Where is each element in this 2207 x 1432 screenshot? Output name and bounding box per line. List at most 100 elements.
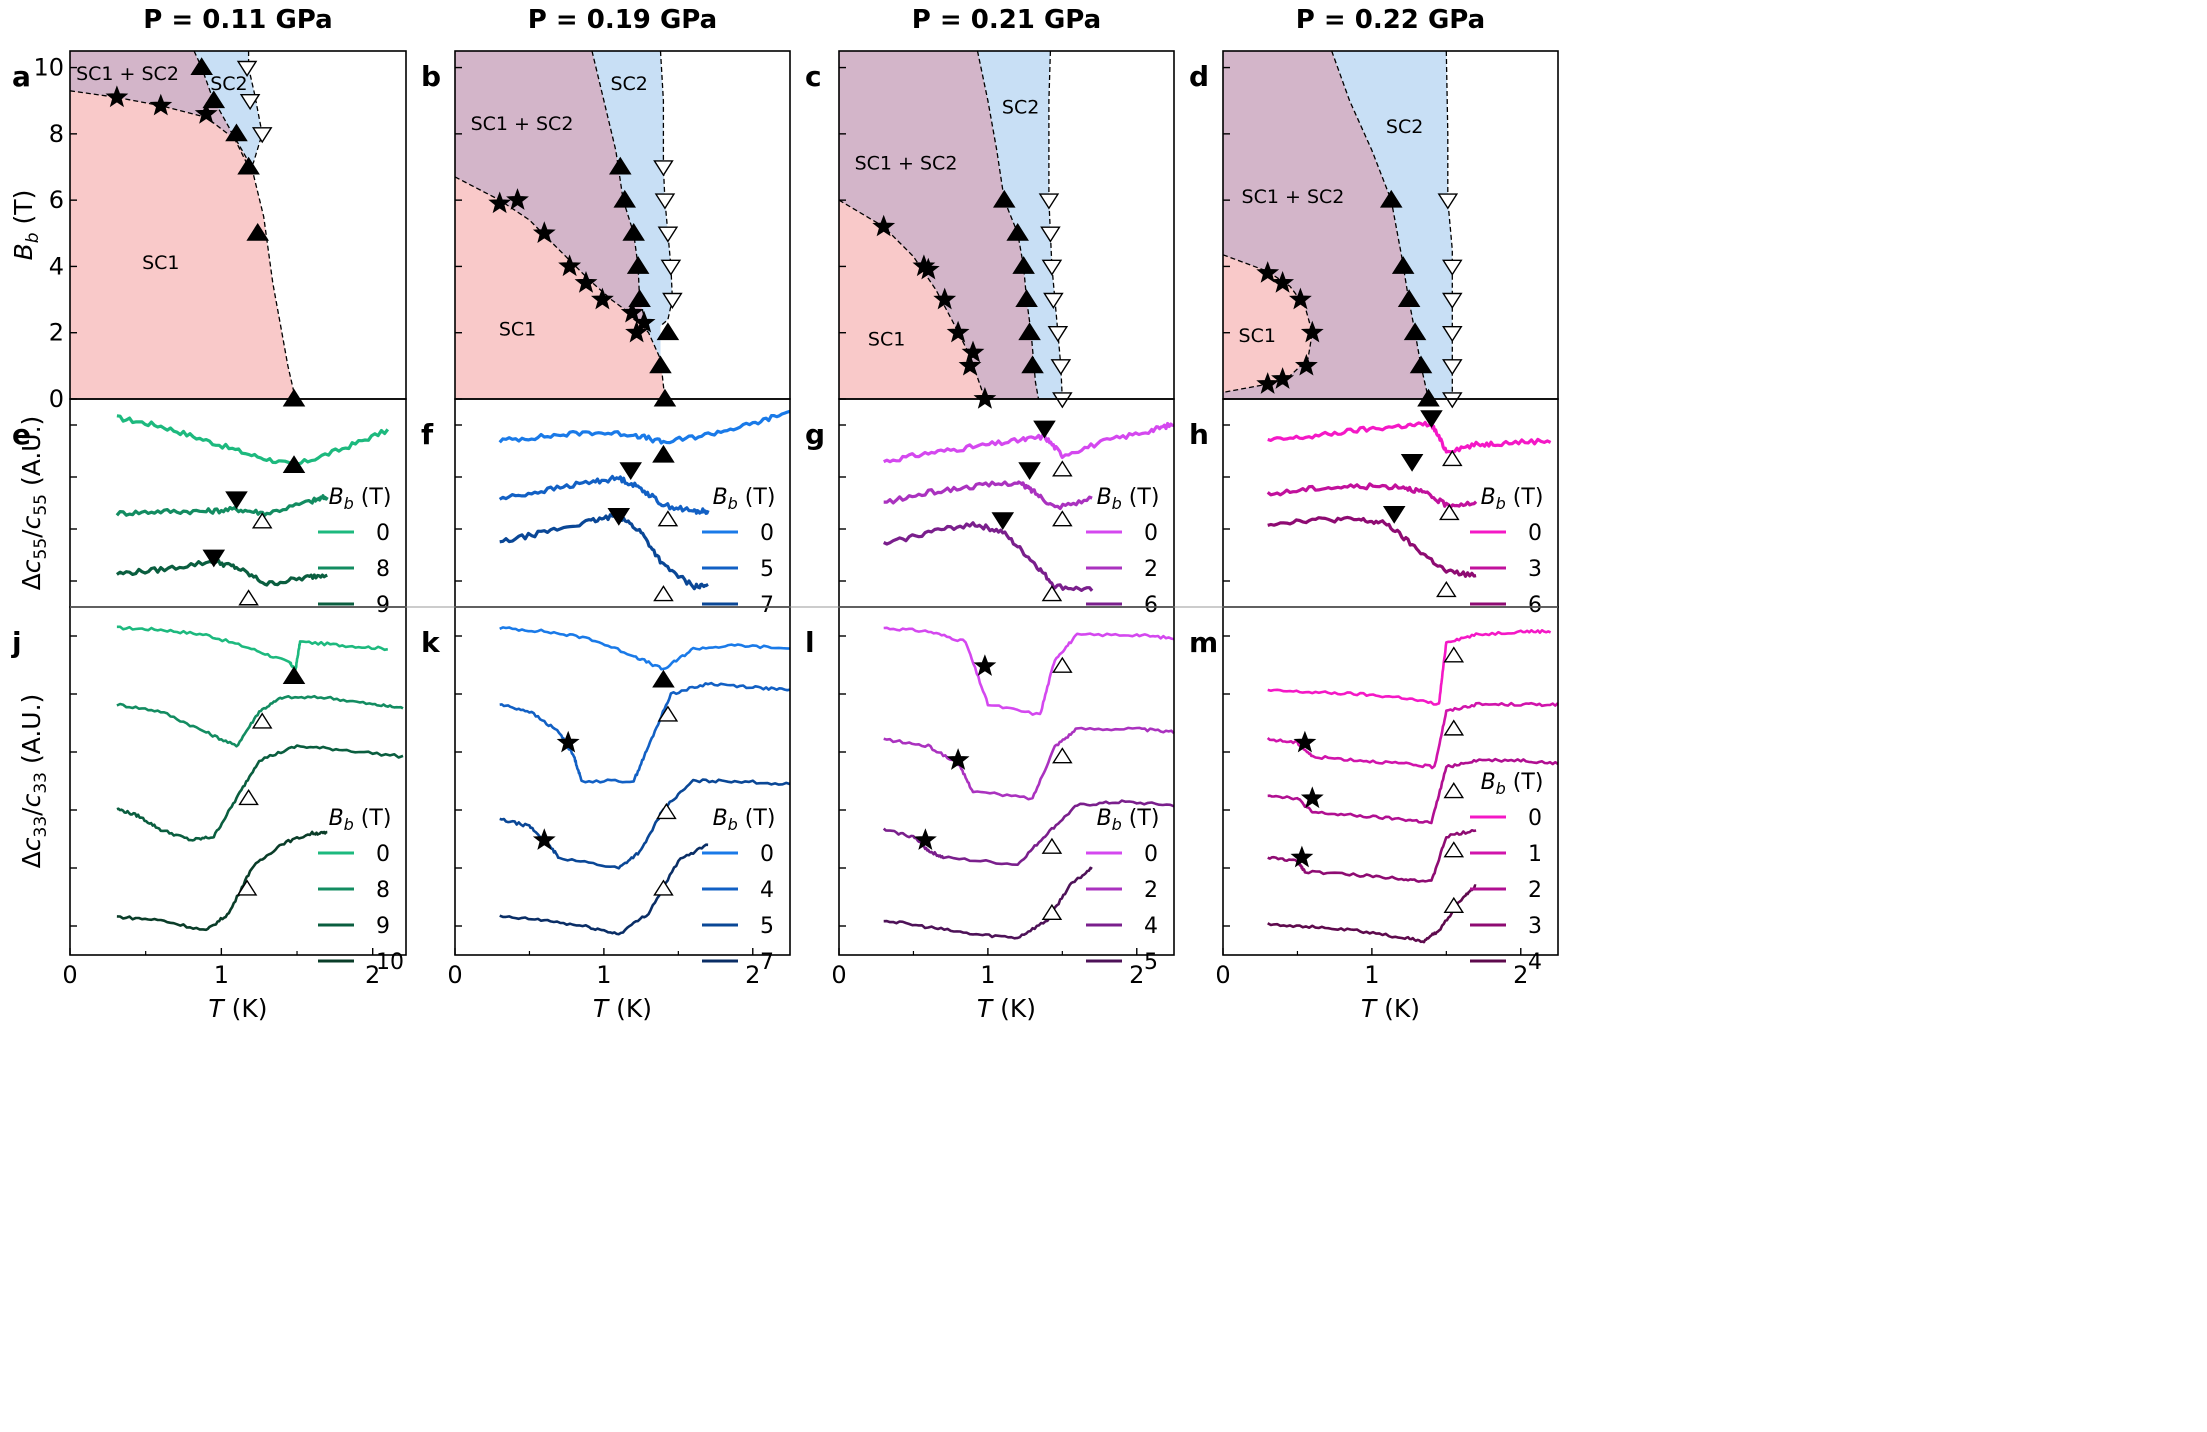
phase-up-marker-1 bbox=[202, 90, 226, 109]
column-title-1: P = 0.19 GPa bbox=[528, 5, 717, 35]
phase-up-marker-0 bbox=[190, 57, 213, 76]
phase-down-open-marker-3 bbox=[1442, 325, 1463, 343]
legend-title: Bb (T) bbox=[1097, 806, 1160, 834]
phase-down-open-marker-3 bbox=[660, 259, 682, 276]
phase-up-marker-1 bbox=[613, 189, 637, 208]
phase-star-marker-3 bbox=[558, 254, 582, 277]
legend-entry-1: 1 bbox=[1528, 842, 1542, 867]
series-0-up-open-marker-0 bbox=[1442, 449, 1463, 467]
panel-letter-l: l bbox=[805, 626, 815, 659]
region-sc1 bbox=[1223, 254, 1313, 393]
phase-star-marker-2 bbox=[194, 102, 218, 124]
phase-down-open-marker-3 bbox=[1043, 292, 1064, 309]
legend-entry-0: 0 bbox=[1144, 521, 1158, 546]
legend-entry-8: 8 bbox=[376, 878, 390, 903]
legend-title: Bb (T) bbox=[1481, 485, 1544, 513]
region-label-1: SC2 bbox=[1002, 96, 1039, 118]
phase-up-marker-0 bbox=[992, 189, 1016, 208]
region-label-1: SC2 bbox=[1386, 116, 1423, 138]
panel-g: Bb (T) 0 2 6 g bbox=[805, 398, 1175, 618]
ytick-label: 0 bbox=[49, 385, 64, 413]
panel-letter-c: c bbox=[805, 60, 822, 93]
region-label-2: SC1 bbox=[142, 252, 179, 274]
xtick-label: 1 bbox=[980, 961, 995, 989]
series-2-down-marker-0 bbox=[1018, 462, 1041, 481]
phase-down-open-marker-2 bbox=[657, 226, 679, 243]
phase-down-open-marker-4 bbox=[662, 292, 683, 309]
series-0-star-marker-0 bbox=[973, 654, 997, 676]
phase-star-marker-0 bbox=[872, 214, 896, 237]
legend-entry-6: 6 bbox=[1528, 593, 1542, 618]
series-9-up-open-marker-0 bbox=[238, 589, 259, 606]
phase-down-open-marker-1 bbox=[239, 93, 261, 111]
phase-down-open-marker-2 bbox=[1442, 292, 1463, 309]
ytick-label: 2 bbox=[49, 319, 64, 347]
phase-up-marker-4 bbox=[1409, 355, 1433, 374]
phase-star-marker-2 bbox=[532, 221, 556, 244]
phase-up-marker-5 bbox=[282, 388, 306, 407]
legend: Bb (T) 0 2 6 bbox=[1086, 485, 1159, 618]
series-line-3 bbox=[1266, 482, 1478, 509]
panel-j: Bb (T) 0 8 9 10 j 0 1 2 T (K) bbox=[11, 606, 407, 1023]
column-title-2: P = 0.21 GPa bbox=[912, 5, 1101, 35]
legend-title: Bb (T) bbox=[1481, 770, 1544, 798]
legend-entry-0: 0 bbox=[376, 842, 390, 867]
phase-up-marker-4 bbox=[246, 222, 269, 241]
region-sc1 bbox=[455, 176, 665, 399]
region-label-0: SC1 + SC2 bbox=[1242, 186, 1345, 208]
legend-entry-5: 5 bbox=[760, 557, 774, 582]
phase-up-marker-0 bbox=[608, 156, 632, 175]
legend: Bb (T) 0 5 7 bbox=[702, 485, 775, 618]
series-4-star-marker-0 bbox=[913, 828, 937, 850]
phase-star-marker-6 bbox=[620, 300, 644, 323]
legend-entry-6: 6 bbox=[1144, 593, 1158, 618]
x-axis-label: T (K) bbox=[977, 994, 1036, 1023]
phase-star-marker-2 bbox=[916, 257, 940, 280]
column-title-3: P = 0.22 GPa bbox=[1296, 5, 1485, 35]
series-line-4 bbox=[882, 799, 1175, 866]
series-3-up-open-marker-0 bbox=[1439, 503, 1460, 521]
panel-letter-k: k bbox=[421, 626, 441, 659]
phase-star-marker-0 bbox=[488, 191, 512, 214]
y-axis-label-phase: Bb (T) bbox=[9, 190, 43, 261]
region-label-1: SC2 bbox=[210, 73, 247, 95]
axis-labels: Bb (T) Δc55/c55 (A.U.) Δc33/c33 (A.U.) bbox=[9, 190, 51, 869]
series-line-6 bbox=[1267, 515, 1477, 578]
phase-star-marker-4 bbox=[574, 270, 598, 293]
series-5-up-open-marker-0 bbox=[656, 802, 677, 820]
series-9-up-open-marker-0 bbox=[238, 788, 259, 806]
region-label-0: SC1 + SC2 bbox=[76, 63, 179, 85]
phase-down-open-marker-0 bbox=[1038, 193, 1060, 210]
region-label-0: SC1 + SC2 bbox=[855, 153, 958, 175]
xtick-label: 0 bbox=[831, 961, 846, 989]
phase-up-marker-2 bbox=[1397, 289, 1421, 308]
phase-star-marker-3 bbox=[933, 287, 957, 310]
legend: Bb (T) 0 4 5 7 bbox=[702, 806, 775, 975]
panel-b: SC1 + SC2 SC2 SC1 b bbox=[421, 50, 791, 407]
panel-a: SC1 + SC2 SC2 SC1 0 2 4 6 8 10a bbox=[12, 50, 407, 413]
phase-star-marker-5 bbox=[1271, 367, 1295, 389]
series-8-up-open-marker-0 bbox=[251, 512, 273, 529]
column-title-0: P = 0.11 GPa bbox=[143, 5, 332, 35]
series-2-star-marker-0 bbox=[946, 748, 970, 770]
legend: Bb (T) 0 8 9 10 bbox=[318, 806, 404, 975]
legend-entry-3: 3 bbox=[1528, 557, 1542, 582]
legend: Bb (T) 0 3 6 bbox=[1470, 485, 1543, 618]
phase-down-open-marker-0 bbox=[653, 160, 674, 177]
series-line-5 bbox=[498, 474, 710, 515]
series-line-0 bbox=[883, 421, 1175, 464]
series-line-4 bbox=[1267, 884, 1477, 944]
series-0-up-marker-0 bbox=[652, 669, 675, 688]
legend-entry-0: 0 bbox=[1528, 521, 1542, 546]
phase-down-open-marker-5 bbox=[1050, 359, 1072, 376]
series-line-6 bbox=[883, 521, 1094, 592]
phase-star-marker-4 bbox=[946, 320, 970, 343]
legend: Bb (T) 0 2 4 5 bbox=[1086, 806, 1159, 975]
region-label-1: SC2 bbox=[610, 73, 647, 95]
series-4-up-open-marker-0 bbox=[1443, 896, 1465, 914]
phase-star-marker-2 bbox=[1289, 287, 1312, 310]
legend-entry-0: 0 bbox=[1144, 842, 1158, 867]
xtick-label: 2 bbox=[1129, 961, 1144, 989]
legend-entry-10: 10 bbox=[376, 950, 404, 975]
